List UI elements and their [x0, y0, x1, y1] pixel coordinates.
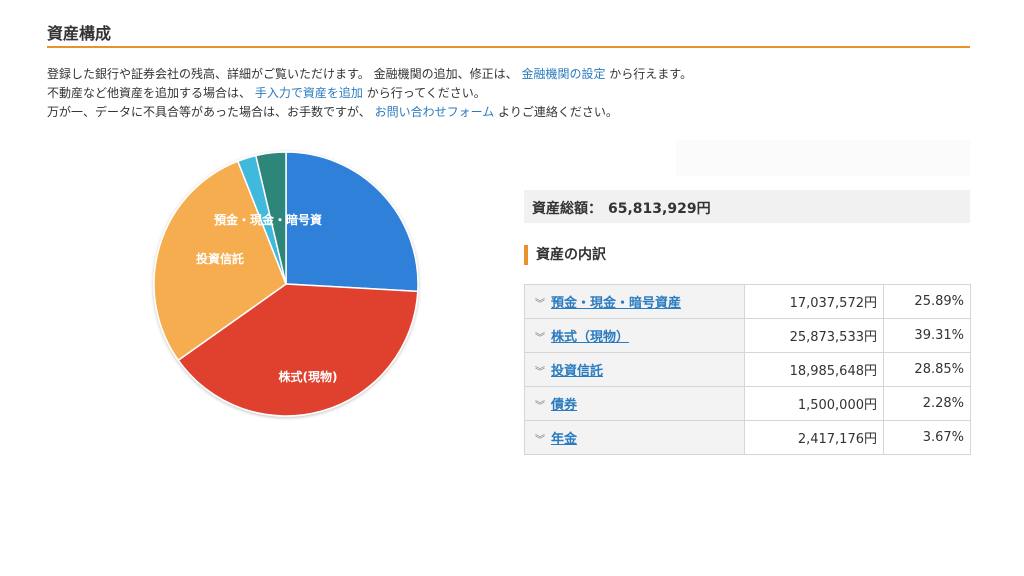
description-text: 登録した銀行や証券会社の残高、詳細がご覧いただけます。 金融機関の追加、修正は、	[47, 67, 518, 81]
category-cell: ︾ 預金・現金・暗号資産	[524, 284, 745, 319]
table-row: ︾ 預金・現金・暗号資産 17,037,572円 25.89%	[524, 284, 971, 319]
description-text: から行えます。	[609, 67, 693, 81]
description-line-3: 万が一、データに不具合等があった場合は、お手数ですが、 お問い合わせフォーム よ…	[47, 104, 618, 120]
chevron-double-down-icon[interactable]: ︾	[535, 367, 545, 378]
table-row: ︾ 投資信託 18,985,648円 28.85%	[524, 352, 971, 387]
percent-cell: 28.85%	[883, 352, 971, 387]
table-row: ︾ 年金 2,417,176円 3.67%	[524, 420, 971, 455]
chevron-double-down-icon[interactable]: ︾	[535, 299, 545, 310]
total-assets: 資産総額： 65,813,929円	[524, 190, 970, 223]
category-link-deposits[interactable]: 預金・現金・暗号資産	[551, 296, 682, 311]
title-divider	[47, 46, 970, 48]
summary-placeholder	[676, 140, 970, 176]
percent-cell: 3.67%	[883, 420, 971, 455]
amount-cell: 1,500,000円	[744, 386, 884, 421]
category-cell: ︾ 年金	[524, 420, 745, 455]
pie-slice-label: 預金・現金・暗号資	[214, 212, 322, 227]
category-link-stocks[interactable]: 株式（現物）	[551, 330, 630, 345]
chevron-double-down-icon[interactable]: ︾	[535, 435, 545, 446]
amount-cell: 2,417,176円	[744, 420, 884, 455]
percent-cell: 2.28%	[883, 386, 971, 421]
table-row: ︾ 株式（現物） 25,873,533円 39.31%	[524, 318, 971, 353]
pie-slice[interactable]	[285, 151, 419, 293]
amount-cell: 25,873,533円	[744, 318, 884, 353]
description-text: から行ってください。	[366, 86, 486, 100]
pie-slice-label: 株式(現物)	[279, 369, 338, 384]
pie-slice[interactable]	[254, 151, 287, 285]
contact-form-link[interactable]: お問い合わせフォーム	[374, 105, 495, 119]
category-cell: ︾ 投資信託	[524, 352, 745, 387]
percent-cell: 39.31%	[883, 318, 971, 353]
table-row: ︾ 債券 1,500,000円 2.28%	[524, 386, 971, 421]
asset-pie-chart: 預金・現金・暗号資株式(現物) 投資信託	[145, 143, 427, 425]
category-link-pension[interactable]: 年金	[551, 432, 578, 447]
total-assets-label: 資産総額：	[532, 201, 602, 217]
description-line-1: 登録した銀行や証券会社の残高、詳細がご覧いただけます。 金融機関の追加、修正は、…	[47, 66, 692, 82]
total-assets-value: 65,813,929円	[608, 201, 711, 217]
description-text: よりご連絡ください。	[498, 105, 618, 119]
description-text: 万が一、データに不具合等があった場合は、お手数ですが、	[47, 105, 371, 119]
category-cell: ︾ 株式（現物）	[524, 318, 745, 353]
amount-cell: 17,037,572円	[744, 284, 884, 319]
description-text: 不動産など他資産を追加する場合は、	[47, 86, 252, 100]
category-cell: ︾ 債券	[524, 386, 745, 421]
breakdown-table: ︾ 預金・現金・暗号資産 17,037,572円 25.89% ︾ 株式（現物） 2…	[524, 284, 971, 455]
description-line-2: 不動産など他資産を追加する場合は、 手入力で資産を追加 から行ってください。	[47, 85, 486, 101]
pie-slice[interactable]	[153, 160, 287, 362]
percent-cell: 25.89%	[883, 284, 971, 319]
chevron-double-down-icon[interactable]: ︾	[535, 333, 545, 344]
manual-asset-add-link[interactable]: 手入力で資産を追加	[254, 86, 363, 100]
breakdown-heading: 資産の内訳	[524, 245, 606, 265]
category-link-bonds[interactable]: 債券	[551, 398, 578, 413]
page-title: 資産構成	[47, 24, 112, 43]
amount-cell: 18,985,648円	[744, 352, 884, 387]
chevron-double-down-icon[interactable]: ︾	[535, 401, 545, 412]
category-link-funds[interactable]: 投資信託	[551, 364, 604, 379]
institution-settings-link[interactable]: 金融機関の設定	[521, 67, 606, 81]
pie-slice-label: 投資信託	[196, 251, 244, 266]
pie-slice[interactable]	[177, 283, 419, 417]
